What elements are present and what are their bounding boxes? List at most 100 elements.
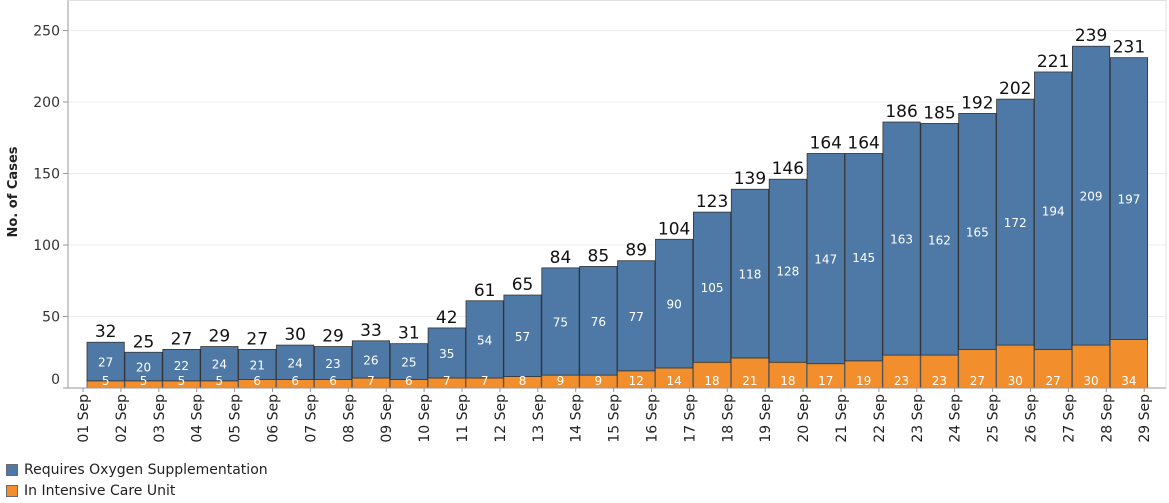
data-label-icu-22-sep: 19 xyxy=(856,374,871,388)
data-label-icu-04-sep: 5 xyxy=(178,374,186,388)
data-label-total-24-sep: 185 xyxy=(923,103,955,123)
data-label-total-11-sep: 42 xyxy=(436,308,458,328)
data-label-icu-26-sep: 30 xyxy=(1008,374,1023,388)
legend-label-icu: In Intensive Care Unit xyxy=(24,483,176,499)
data-label-icu-08-sep: 6 xyxy=(329,374,337,388)
data-label-icu-12-sep: 7 xyxy=(481,374,489,388)
legend-label-oxygen: Requires Oxygen Supplementation xyxy=(24,462,268,478)
data-label-total-21-sep: 164 xyxy=(810,133,842,153)
bar-icu-26-sep xyxy=(996,344,1035,389)
data-label-icu-16-sep: 12 xyxy=(629,374,644,388)
data-label-icu-14-sep: 9 xyxy=(557,374,565,388)
bar-icu-18-sep xyxy=(693,361,732,389)
legend-item-icu: In Intensive Care Unit xyxy=(6,483,175,499)
data-label-icu-17-sep: 14 xyxy=(667,374,682,388)
y-tick-label-200: 200 xyxy=(33,95,60,111)
data-label-icu-27-sep: 27 xyxy=(1046,374,1061,388)
y-tick-label-100: 100 xyxy=(33,238,60,254)
x-tick-label-05-sep: 05 Sep xyxy=(228,394,244,443)
x-tick-label-12-sep: 12 Sep xyxy=(493,394,509,443)
bar-icu-27-sep xyxy=(1034,348,1073,389)
bar-oxygen-21-sep xyxy=(806,153,845,365)
y-tick-label-50: 50 xyxy=(42,310,60,326)
bar-oxygen-24-sep xyxy=(920,123,959,356)
data-label-total-19-sep: 139 xyxy=(734,169,766,189)
data-label-total-09-sep: 33 xyxy=(360,321,382,341)
x-tick-label-07-sep: 07 Sep xyxy=(303,394,319,443)
x-tick-label-11-sep: 11 Sep xyxy=(455,394,471,443)
data-label-total-12-sep: 61 xyxy=(474,281,496,301)
bar-icu-24-sep xyxy=(920,354,959,389)
bar-oxygen-07-sep xyxy=(276,344,315,380)
data-label-total-29-sep: 231 xyxy=(1113,38,1145,58)
data-label-icu-15-sep: 9 xyxy=(595,374,603,388)
data-label-total-07-sep: 30 xyxy=(284,325,306,345)
data-label-oxygen-06-sep: 21 xyxy=(250,358,265,372)
bar-oxygen-16-sep xyxy=(617,260,656,372)
x-tick-label-17-sep: 17 Sep xyxy=(682,394,698,443)
data-label-oxygen-21-sep: 147 xyxy=(814,253,837,267)
data-label-total-13-sep: 65 xyxy=(512,275,534,295)
x-tick-label-04-sep: 04 Sep xyxy=(190,394,206,443)
bar-icu-20-sep xyxy=(768,361,807,389)
bar-oxygen-06-sep xyxy=(238,348,277,380)
x-tick-label-01-sep: 01 Sep xyxy=(76,394,92,443)
axes: 0 50 100 150 200 250 01 Sep 02 Sep 03 Sep 04 Sep 0… xyxy=(33,0,1167,443)
data-label-total-04-sep: 27 xyxy=(171,329,193,349)
data-label-total-22-sep: 164 xyxy=(847,133,879,153)
legend-swatch-oxygen xyxy=(6,464,18,476)
data-label-icu-29-sep: 34 xyxy=(1121,374,1136,388)
data-label-oxygen-03-sep: 20 xyxy=(136,361,151,375)
data-label-icu-10-sep: 6 xyxy=(405,374,413,388)
data-label-oxygen-09-sep: 26 xyxy=(363,353,378,367)
bar-oxygen-23-sep xyxy=(882,121,921,356)
x-tick-label-22-sep: 22 Sep xyxy=(872,394,888,443)
data-label-total-26-sep: 202 xyxy=(999,79,1031,99)
data-label-total-23-sep: 186 xyxy=(885,102,917,122)
data-label-icu-11-sep: 7 xyxy=(443,374,451,388)
x-tick-label-29-sep: 29 Sep xyxy=(1137,394,1153,443)
x-tick-label-09-sep: 09 Sep xyxy=(379,394,395,443)
data-label-oxygen-27-sep: 194 xyxy=(1042,205,1065,219)
data-label-oxygen-18-sep: 105 xyxy=(701,281,724,295)
x-tick-label-15-sep: 15 Sep xyxy=(607,394,623,443)
x-tick-label-20-sep: 20 Sep xyxy=(796,394,812,443)
x-tick-label-19-sep: 19 Sep xyxy=(758,394,774,443)
data-label-icu-25-sep: 27 xyxy=(970,374,985,388)
x-tick-label-28-sep: 28 Sep xyxy=(1099,394,1115,443)
data-label-oxygen-28-sep: 209 xyxy=(1080,190,1103,204)
legend-swatch-icu xyxy=(6,485,18,497)
data-label-total-02-sep: 32 xyxy=(95,322,117,342)
x-tick-label-03-sep: 03 Sep xyxy=(152,394,168,443)
stacked-bar-chart: 5273252025522275242962127624306232972633… xyxy=(6,0,1167,443)
data-label-icu-05-sep: 5 xyxy=(216,374,224,388)
data-label-oxygen-04-sep: 22 xyxy=(174,359,189,373)
data-label-oxygen-23-sep: 163 xyxy=(890,233,913,247)
x-tick-label-27-sep: 27 Sep xyxy=(1061,394,1077,443)
bar-oxygen-11-sep xyxy=(427,327,466,379)
data-label-icu-02-sep: 5 xyxy=(102,374,110,388)
bar-oxygen-02-sep xyxy=(86,341,125,382)
bar-oxygen-03-sep xyxy=(124,351,163,382)
x-tick-label-26-sep: 26 Sep xyxy=(1024,394,1040,443)
x-tick-label-21-sep: 21 Sep xyxy=(834,394,850,443)
bars: 5273252025522275242962127624306232972633… xyxy=(86,26,1149,389)
data-label-icu-13-sep: 8 xyxy=(519,374,527,388)
y-tick-label-0: 0 xyxy=(51,372,60,388)
data-label-oxygen-16-sep: 77 xyxy=(629,310,644,324)
data-label-icu-21-sep: 17 xyxy=(818,374,833,388)
bar-oxygen-10-sep xyxy=(389,343,428,380)
bar-oxygen-13-sep xyxy=(503,294,542,377)
bar-oxygen-14-sep xyxy=(541,267,580,376)
data-label-icu-24-sep: 23 xyxy=(932,374,947,388)
x-tick-label-10-sep: 10 Sep xyxy=(417,394,433,443)
y-axis-label: No. of Cases xyxy=(6,146,21,237)
bar-oxygen-26-sep xyxy=(996,98,1035,346)
bar-oxygen-22-sep xyxy=(844,153,883,362)
bar-oxygen-25-sep xyxy=(958,113,997,350)
bar-oxygen-15-sep xyxy=(579,266,618,376)
data-label-oxygen-07-sep: 24 xyxy=(288,356,303,370)
data-label-total-14-sep: 84 xyxy=(550,248,572,268)
data-label-oxygen-10-sep: 25 xyxy=(401,356,416,370)
data-label-icu-07-sep: 6 xyxy=(291,374,299,388)
